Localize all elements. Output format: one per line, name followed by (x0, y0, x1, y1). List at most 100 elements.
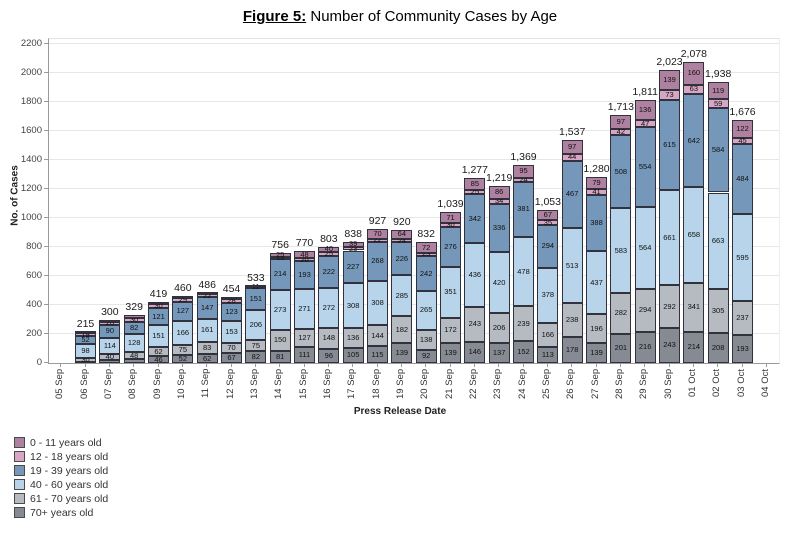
bar-segment (221, 297, 242, 300)
legend-item: 40 - 60 years old (14, 478, 108, 492)
bar-total-label: 1,713 (607, 100, 634, 113)
bar-segment-label: 83 (202, 343, 212, 352)
y-tick-mark (44, 362, 48, 363)
bar-segment-label: 584 (711, 145, 725, 155)
legend-item: 19 - 39 years old (14, 464, 108, 478)
bar-segment-label: 227 (346, 261, 360, 271)
bar-segment: 388 (586, 194, 607, 252)
figure-title-prefix: Figure 5: (242, 8, 307, 25)
bar-segment-label: 62 (154, 346, 163, 356)
x-tick-mark (181, 363, 183, 367)
bar-total-label: 756 (271, 239, 289, 252)
x-tick-label: 20 Sep (419, 369, 431, 400)
y-tick-label: 2000 (20, 67, 42, 78)
legend-item: 61 - 70 years old (14, 492, 108, 506)
x-tick-label: 17 Sep (346, 369, 358, 400)
x-tick-mark (449, 363, 451, 367)
bar-segment-label: 121 (152, 311, 165, 321)
bar-segment: 30 (440, 220, 461, 228)
bar-segment: 243 (464, 306, 486, 342)
bar-segment: 137 (488, 343, 510, 363)
bar-segment-label: 44 (567, 152, 577, 162)
bar-segment: 30 (123, 315, 145, 323)
bar-segment: 123 (221, 303, 242, 321)
bar-segment: 79 (586, 177, 607, 189)
bar-segment: 336 (488, 203, 510, 253)
bar-segment-label: 351 (444, 287, 457, 297)
bar-segment-label: 658 (687, 229, 701, 239)
bar-segment-label: 238 (565, 314, 579, 324)
bar-segment: 160 (683, 61, 705, 85)
x-tick-label: 05 Sep (54, 369, 66, 400)
bar-segment: 139 (586, 342, 607, 363)
bar-segment: 308 (342, 283, 364, 329)
bar-segment-label: 285 (395, 290, 409, 300)
bar-segment: 92 (415, 349, 437, 363)
bar-segment (123, 359, 145, 363)
gridline (49, 246, 779, 247)
bar-segment: 97 (610, 114, 632, 129)
bar-segment: 152 (513, 340, 534, 363)
bar-segment-label: 114 (103, 341, 116, 351)
bar-total-label: 454 (222, 283, 241, 296)
bar-segment: 83 (196, 341, 218, 355)
bar-segment: 381 (513, 181, 534, 237)
bar-segment: 478 (513, 237, 534, 307)
x-tick-mark (595, 363, 597, 367)
bar-segment: 23 (415, 250, 437, 258)
legend-item: 70+ years old (14, 506, 108, 520)
bar-segment: 105 (342, 347, 364, 363)
bar-segment-label: 294 (541, 241, 555, 251)
y-tick-mark (44, 72, 48, 73)
bar-total-label: 832 (417, 228, 435, 241)
bar-segment-label: 226 (395, 253, 409, 263)
plot-area: 30 98 52 19 215 40 114 90 20 300 48 128 82 30 329 46 62 1… (48, 38, 780, 364)
bar-segment-label: 85 (470, 179, 479, 189)
bar-segment-label: 276 (444, 242, 457, 251)
bar-segment-label: 554 (638, 162, 652, 172)
bar-segment-label: 24 (519, 175, 528, 185)
x-tick-mark (717, 363, 719, 367)
legend-swatch (14, 492, 25, 504)
bar-segment-label: 336 (492, 223, 506, 233)
bar-total-label: 1,039 (437, 198, 464, 211)
bar-segment-label: 148 (322, 333, 336, 343)
x-tick-mark (741, 363, 743, 367)
bar-segment: 90 (99, 324, 121, 338)
bar-segment-label: 30 (81, 354, 90, 364)
bar-segment-label: 98 (81, 345, 90, 355)
x-tick-mark (425, 363, 427, 367)
bar-segment: 161 (196, 318, 218, 342)
bar-segment: 114 (99, 337, 121, 355)
bar-segment (148, 301, 169, 304)
bar-segment-label: 30 (154, 300, 163, 310)
x-tick-label: 08 Sep (127, 369, 139, 400)
bar-segment-label: 308 (371, 298, 384, 308)
gridline (49, 43, 779, 44)
gridline (49, 333, 779, 334)
bar-segment: 238 (561, 302, 583, 338)
bar-segment-label: 128 (127, 338, 141, 348)
bar-segment-label: 75 (251, 340, 260, 350)
bar-segment-label: 97 (616, 116, 625, 126)
x-tick-mark (473, 363, 475, 367)
x-tick-mark (230, 363, 232, 367)
x-tick-label: 21 Sep (443, 369, 455, 400)
bar-segment: 75 (172, 344, 194, 356)
legend-label: 40 - 60 years old (30, 479, 109, 491)
bar-segment: 292 (659, 285, 680, 328)
bar-segment-label: 82 (129, 322, 139, 332)
bar-total-label: 533 (247, 271, 265, 284)
bar-segment: 208 (707, 332, 729, 363)
bar-segment: 147 (196, 297, 218, 319)
legend-label: 70+ years old (30, 507, 94, 519)
bar-segment-label: 172 (444, 325, 457, 335)
bar-segment: 40 (99, 353, 121, 361)
x-tick-mark (668, 363, 670, 367)
x-tick-label: 16 Sep (321, 369, 333, 400)
gridline (49, 217, 779, 218)
bar-segment-label: 79 (592, 178, 601, 188)
bar-segment-label: 13 (275, 252, 285, 262)
bar-segment-label: 29 (178, 295, 187, 304)
bar-segment-label: 19 (81, 329, 90, 339)
